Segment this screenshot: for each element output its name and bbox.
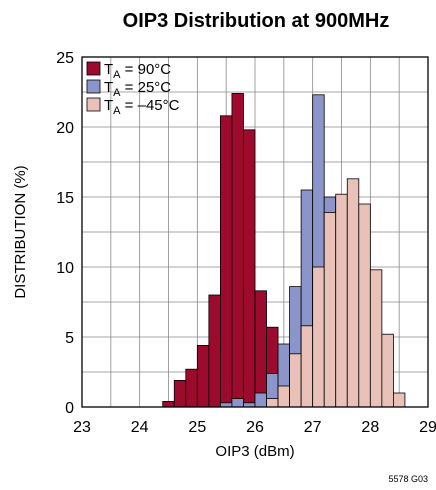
bar-series-3-bin-5 xyxy=(312,266,325,408)
legend-swatch xyxy=(86,97,101,112)
y-axis-label: DISTRIBUTION (%) xyxy=(12,165,29,298)
x-tick-label: 29 xyxy=(419,419,436,436)
bar-series-3-bin-6 xyxy=(323,211,337,408)
plot-frame xyxy=(81,56,429,408)
bar-series-2-bin-2 xyxy=(231,398,244,408)
figure-id: 5578 G03 xyxy=(388,474,428,484)
y-tick-label: 15 xyxy=(56,190,74,207)
bar-series-1-bin-3 xyxy=(185,368,198,408)
legend-swatch xyxy=(86,79,101,94)
x-axis-label: OIP3 (dBm) xyxy=(215,443,294,460)
bar-series-3-bin-10 xyxy=(369,269,383,408)
x-tick-labels: 23 24 25 26 27 28 29 xyxy=(73,419,436,436)
legend-label: TA = 90°C xyxy=(104,61,171,81)
bar-series-3-bin-1 xyxy=(266,398,279,408)
bar-series-1-bin-7 xyxy=(231,93,244,408)
bar-series-3-bin-8 xyxy=(346,178,360,408)
bar-series-2-bin-4 xyxy=(254,392,267,408)
bar-series-3-bin-2 xyxy=(277,385,291,408)
bar-series-3-bin-3 xyxy=(289,353,302,408)
bar-series-3-bin-11 xyxy=(381,333,394,408)
y-tick-labels: 0 5 10 15 20 25 xyxy=(56,50,74,417)
x-tick-label: 27 xyxy=(304,419,322,436)
y-tick-label: 5 xyxy=(65,330,74,347)
bar-series-1-bin-8 xyxy=(243,129,256,408)
bar-series-1-bin-5 xyxy=(208,294,221,408)
bar-series-3-bin-12 xyxy=(392,392,406,408)
x-tick-label: 25 xyxy=(188,419,206,436)
bar-series-1-bin-2 xyxy=(173,379,187,408)
bar-series-3-bin-4 xyxy=(300,325,314,408)
y-tick-label: 20 xyxy=(56,120,74,137)
legend-label: TA = –45°C xyxy=(104,97,180,117)
y-tick-label: 0 xyxy=(65,400,74,417)
bar-series-1-bin-4 xyxy=(196,344,210,408)
x-tick-label: 24 xyxy=(131,419,149,436)
histogram-bars xyxy=(162,93,406,408)
legend: TA = 90°CTA = 25°CTA = –45°C xyxy=(86,61,180,117)
bar-series-3-bin-7 xyxy=(335,193,348,408)
x-tick-label: 28 xyxy=(361,419,379,436)
y-tick-label: 25 xyxy=(56,50,74,67)
y-tick-label: 10 xyxy=(56,260,74,277)
chart-title: OIP3 Distribution at 900MHz xyxy=(123,10,390,32)
x-tick-label: 23 xyxy=(73,419,91,436)
legend-label: TA = 25°C xyxy=(104,79,171,99)
legend-swatch xyxy=(86,61,101,76)
bar-series-1-bin-9 xyxy=(254,290,267,408)
bar-series-3-bin-9 xyxy=(358,203,371,408)
bar-series-1-bin-1 xyxy=(162,400,175,408)
bar-series-1-bin-6 xyxy=(219,115,233,408)
x-tick-label: 26 xyxy=(246,419,264,436)
